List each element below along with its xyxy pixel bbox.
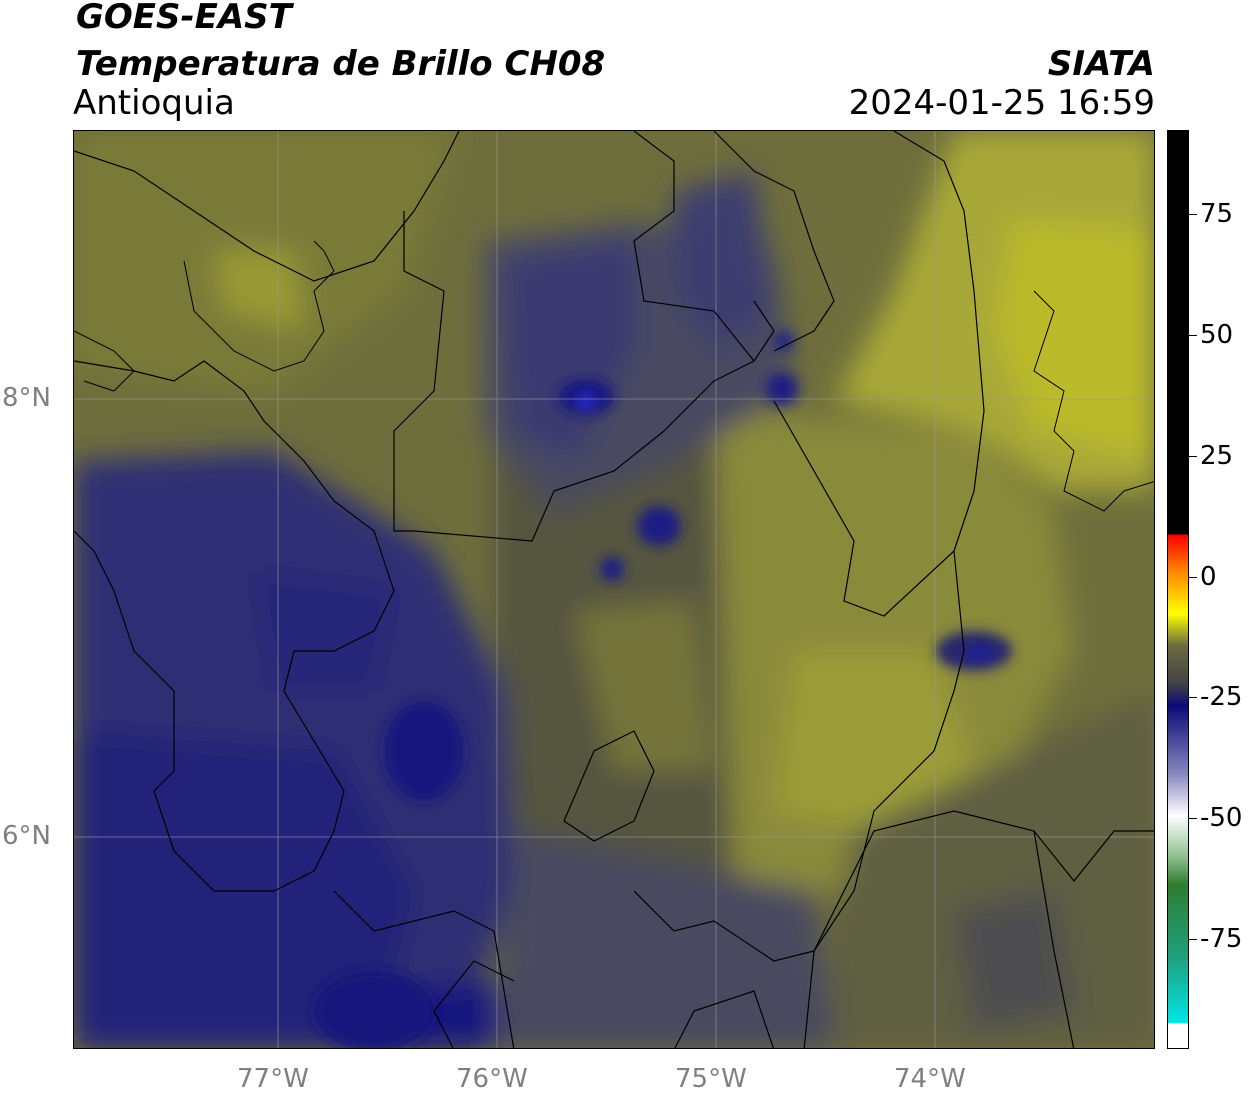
colorbar-tick (1189, 577, 1197, 578)
product-title: Temperatura de Brillo CH08 (76, 44, 606, 84)
colorbar-tick-label: 75 (1200, 199, 1234, 229)
colorbar-tick-label: 0 (1200, 562, 1217, 592)
colorbar-tick-label: -25 (1200, 682, 1243, 712)
coastline (74, 240, 1154, 512)
agency-label: SIATA (1047, 44, 1155, 84)
colorbar-tick (1189, 697, 1197, 698)
colorbar-tick (1189, 214, 1197, 215)
map-gridlines (74, 131, 1154, 1048)
temperature-field (74, 131, 1154, 1048)
brightness-temperature-map (73, 130, 1155, 1049)
datetime-label: 2024-01-25 16:59 (848, 83, 1155, 123)
lon-tick-label: 74°W (894, 1064, 966, 1094)
colorbar-gradient (1168, 131, 1188, 1048)
colorbar-tick (1189, 939, 1197, 940)
colorbar-tick-label: -75 (1200, 924, 1243, 954)
colorbar-tick (1189, 456, 1197, 457)
colorbar-tick-label: -50 (1200, 803, 1243, 833)
colorbar-tick-label: 25 (1200, 441, 1234, 471)
lat-tick-label: 8°N (2, 383, 51, 413)
cold-cloud-tops (314, 331, 1012, 1048)
colorbar-tick (1189, 818, 1197, 819)
temperature-colorbar (1167, 130, 1189, 1049)
colorbar-tick (1189, 335, 1197, 336)
lon-tick-label: 75°W (675, 1064, 747, 1094)
lon-tick-label: 77°W (237, 1064, 309, 1094)
municipal-boundaries (74, 131, 1154, 1048)
region-label: Antioquia (73, 83, 235, 123)
lon-tick-label: 76°W (456, 1064, 528, 1094)
satellite-title: GOES-EAST (76, 0, 292, 37)
colorbar-tick-label: 50 (1200, 320, 1234, 350)
lat-tick-label: 6°N (2, 821, 51, 851)
